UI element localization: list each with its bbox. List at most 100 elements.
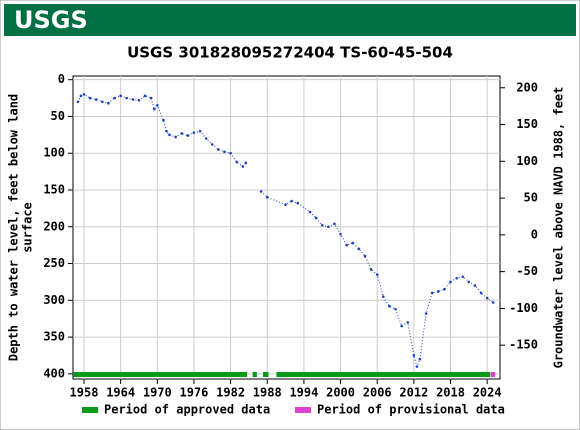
- data-point: [491, 301, 495, 304]
- x-tick-label: 1994: [289, 386, 318, 400]
- legend-swatch: [82, 407, 98, 413]
- y-tick-label: 150: [43, 182, 65, 196]
- x-tick-label: 1988: [253, 386, 282, 400]
- x-tick-label: 2024: [473, 386, 502, 400]
- data-point: [363, 254, 367, 258]
- data-point: [437, 290, 440, 293]
- data-point: [290, 199, 293, 203]
- y-axis-label: surface: [21, 202, 35, 253]
- data-point: [180, 132, 184, 135]
- data-point: [198, 129, 202, 133]
- y2-tick-label: -150: [509, 338, 538, 352]
- data-point: [473, 284, 477, 287]
- data-point: [418, 357, 422, 361]
- y-tick-label: 50: [51, 109, 65, 123]
- data-point: [229, 151, 232, 155]
- period-bar: [490, 372, 496, 377]
- data-point: [137, 98, 141, 102]
- data-point: [156, 104, 159, 107]
- data-point: [165, 129, 168, 133]
- data-point: [82, 93, 86, 96]
- data-point: [320, 223, 324, 227]
- logo: USGS: [14, 6, 88, 34]
- data-point: [223, 150, 226, 154]
- data-point: [430, 291, 434, 295]
- data-point: [131, 98, 135, 101]
- data-point: [119, 94, 122, 98]
- data-point: [168, 133, 171, 137]
- y-tick-label: 400: [43, 366, 65, 380]
- data-point: [186, 134, 190, 137]
- x-tick-label: 1964: [106, 386, 135, 400]
- data-point: [479, 291, 483, 295]
- legend-label: Period of provisional data: [317, 403, 505, 417]
- y2-tick-label: 150: [516, 117, 538, 131]
- data-point: [467, 280, 471, 284]
- data-point: [149, 96, 153, 100]
- data-point: [357, 247, 361, 251]
- y-tick-label: 0: [58, 72, 65, 86]
- data-point: [76, 100, 80, 104]
- data-point: [415, 365, 419, 368]
- data-point: [455, 276, 458, 280]
- y-tick-label: 350: [43, 330, 65, 344]
- x-tick-label: 2000: [326, 386, 355, 400]
- y2-axis-label: Groundwater level above NAVD 1988, feet: [552, 87, 566, 369]
- x-tick-label: 2006: [363, 386, 392, 400]
- x-tick-label: 1970: [143, 386, 172, 400]
- chart-title: USGS 301828095272404 TS-60-45-504: [127, 44, 453, 62]
- data-point: [296, 201, 300, 205]
- y2-tick-label: -100: [509, 301, 538, 315]
- data-point: [244, 161, 248, 165]
- y2-tick-label: 0: [531, 227, 538, 241]
- data-point: [339, 232, 342, 236]
- y-axis-label: Depth to water level, feet below land: [7, 94, 21, 361]
- data-point: [162, 118, 165, 122]
- data-point: [412, 354, 416, 357]
- data-point: [388, 304, 391, 308]
- legend-label: Period of approved data: [104, 403, 270, 417]
- period-bar: [276, 372, 491, 377]
- x-tick-label: 1976: [179, 386, 208, 400]
- data-point: [235, 160, 239, 164]
- plot-frame: [72, 75, 501, 380]
- x-tick-label: 1982: [216, 386, 245, 400]
- data-point: [125, 96, 129, 100]
- data-point: [345, 243, 348, 247]
- data-point: [314, 216, 318, 220]
- data-point: [369, 268, 373, 271]
- y2-tick-label: -50: [516, 264, 538, 278]
- data-point: [107, 101, 110, 105]
- data-point: [88, 96, 92, 100]
- data-point: [449, 280, 452, 284]
- data-point: [259, 190, 263, 193]
- data-point: [174, 135, 177, 139]
- legend-swatch: [295, 407, 311, 413]
- data-point: [375, 273, 379, 276]
- y2-tick-label: 200: [516, 80, 538, 94]
- data-point: [265, 196, 269, 199]
- x-tick-label: 2012: [399, 386, 428, 400]
- data-point: [382, 295, 385, 298]
- data-point: [406, 321, 410, 324]
- period-bar: [73, 372, 248, 377]
- data-point: [327, 225, 330, 229]
- data-point: [217, 148, 220, 151]
- x-tick-label: 2018: [436, 386, 465, 400]
- data-point: [308, 210, 312, 214]
- data-point: [461, 275, 465, 279]
- data-point: [101, 100, 104, 104]
- data-point: [94, 98, 98, 101]
- period-bar: [252, 372, 257, 377]
- data-point: [152, 107, 156, 111]
- y-tick-label: 100: [43, 146, 65, 160]
- y2-tick-label: 100: [516, 154, 538, 168]
- data-point: [333, 222, 336, 226]
- x-tick-label: 1958: [70, 386, 99, 400]
- data-point: [443, 287, 446, 291]
- data-point: [400, 324, 403, 328]
- data-point: [210, 143, 214, 146]
- data-point: [424, 312, 428, 315]
